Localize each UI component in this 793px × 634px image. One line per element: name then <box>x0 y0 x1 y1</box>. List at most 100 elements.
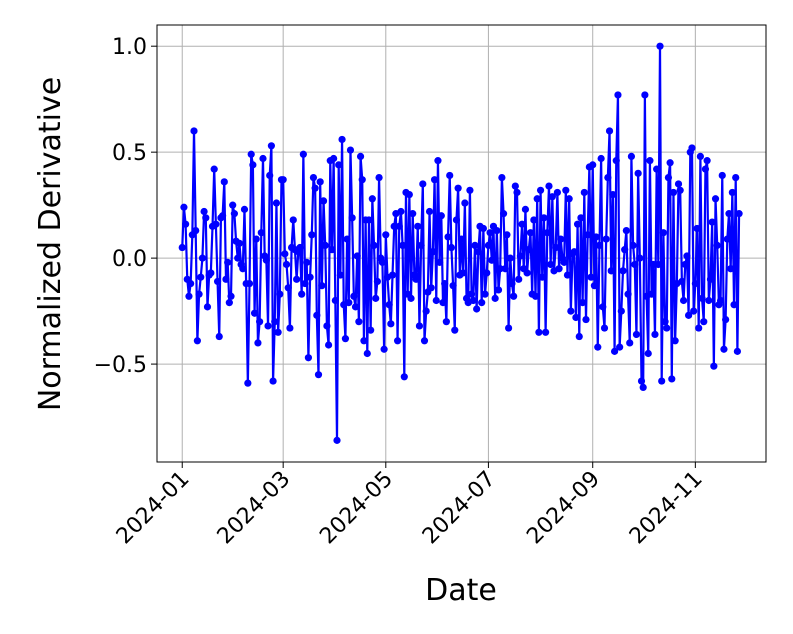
data-point <box>230 210 238 218</box>
data-point <box>579 299 587 307</box>
data-point <box>414 222 422 230</box>
data-point <box>560 258 568 266</box>
data-point <box>348 214 356 222</box>
data-point <box>365 216 373 224</box>
data-point <box>644 349 652 358</box>
data-point <box>718 171 726 180</box>
data-point <box>439 299 447 307</box>
data-point <box>299 150 307 158</box>
data-point <box>547 260 555 269</box>
data-point <box>345 299 353 307</box>
data-point <box>314 371 323 379</box>
data-point <box>483 269 491 277</box>
data-point <box>637 377 646 385</box>
data-point <box>363 349 371 358</box>
data-point <box>390 222 398 230</box>
data-point <box>641 91 649 99</box>
data-point <box>542 328 550 336</box>
data-point <box>417 241 425 250</box>
data-point <box>516 252 524 260</box>
data-point <box>316 178 324 186</box>
data-point <box>446 171 454 180</box>
data-point <box>648 290 656 298</box>
data-point <box>691 279 699 288</box>
data-point <box>720 345 728 353</box>
y-tick-label: 1.0 <box>112 35 147 60</box>
data-point <box>700 318 708 326</box>
data-point <box>442 318 450 326</box>
y-tick-label: 0.0 <box>112 247 147 272</box>
data-point <box>198 254 207 262</box>
data-point <box>459 269 467 277</box>
data-point <box>664 173 673 182</box>
data-point <box>651 330 659 339</box>
data-point <box>427 284 435 292</box>
data-point <box>360 337 368 345</box>
data-point <box>239 265 247 273</box>
data-point <box>444 233 452 241</box>
data-point <box>663 324 671 332</box>
data-point <box>343 235 351 243</box>
data-point <box>526 229 535 237</box>
data-point <box>407 294 415 302</box>
data-point <box>545 182 553 190</box>
data-point <box>333 436 341 444</box>
data-point <box>469 296 477 305</box>
data-point <box>496 265 504 273</box>
data-point <box>540 214 548 222</box>
data-point <box>235 239 244 247</box>
data-point <box>681 260 689 269</box>
data-point <box>501 265 509 273</box>
data-point <box>671 337 679 345</box>
data-point <box>368 195 376 203</box>
data-point <box>289 216 297 224</box>
data-point <box>607 267 615 275</box>
data-point <box>296 243 304 252</box>
data-point <box>449 282 457 290</box>
data-point <box>330 154 338 163</box>
data-point <box>220 178 228 186</box>
data-point <box>436 258 444 266</box>
data-point <box>284 284 292 292</box>
data-point <box>631 260 639 269</box>
data-point <box>592 233 600 241</box>
data-point <box>432 296 440 305</box>
data-point <box>324 341 333 349</box>
data-point <box>602 235 610 243</box>
data-point <box>658 377 666 385</box>
data-point <box>274 328 282 336</box>
data-point <box>219 212 227 220</box>
data-point <box>708 218 716 226</box>
data-point <box>570 248 578 256</box>
data-point <box>609 190 617 199</box>
data-point <box>240 205 249 213</box>
data-point <box>350 292 358 300</box>
data-point <box>632 330 641 339</box>
data-point <box>486 229 494 237</box>
data-point <box>387 320 395 328</box>
data-point <box>409 210 417 218</box>
data-point <box>355 318 363 326</box>
data-point <box>656 42 664 50</box>
data-point <box>678 277 686 286</box>
data-point <box>668 375 676 383</box>
data-point <box>249 161 257 169</box>
data-point <box>301 279 309 288</box>
data-point <box>282 260 291 269</box>
data-point <box>388 271 397 279</box>
data-point <box>703 157 711 165</box>
data-point <box>735 210 743 218</box>
data-point <box>422 307 430 315</box>
x-axis-label: Date <box>425 573 497 608</box>
data-point <box>225 299 233 307</box>
data-point <box>180 203 188 211</box>
data-point <box>441 279 449 288</box>
data-point <box>634 169 642 177</box>
data-point <box>621 246 629 254</box>
data-point <box>706 275 715 283</box>
data-point <box>254 339 262 347</box>
data-point <box>197 273 205 281</box>
data-point <box>454 184 462 192</box>
data-point <box>338 135 346 144</box>
data-point <box>481 290 489 298</box>
